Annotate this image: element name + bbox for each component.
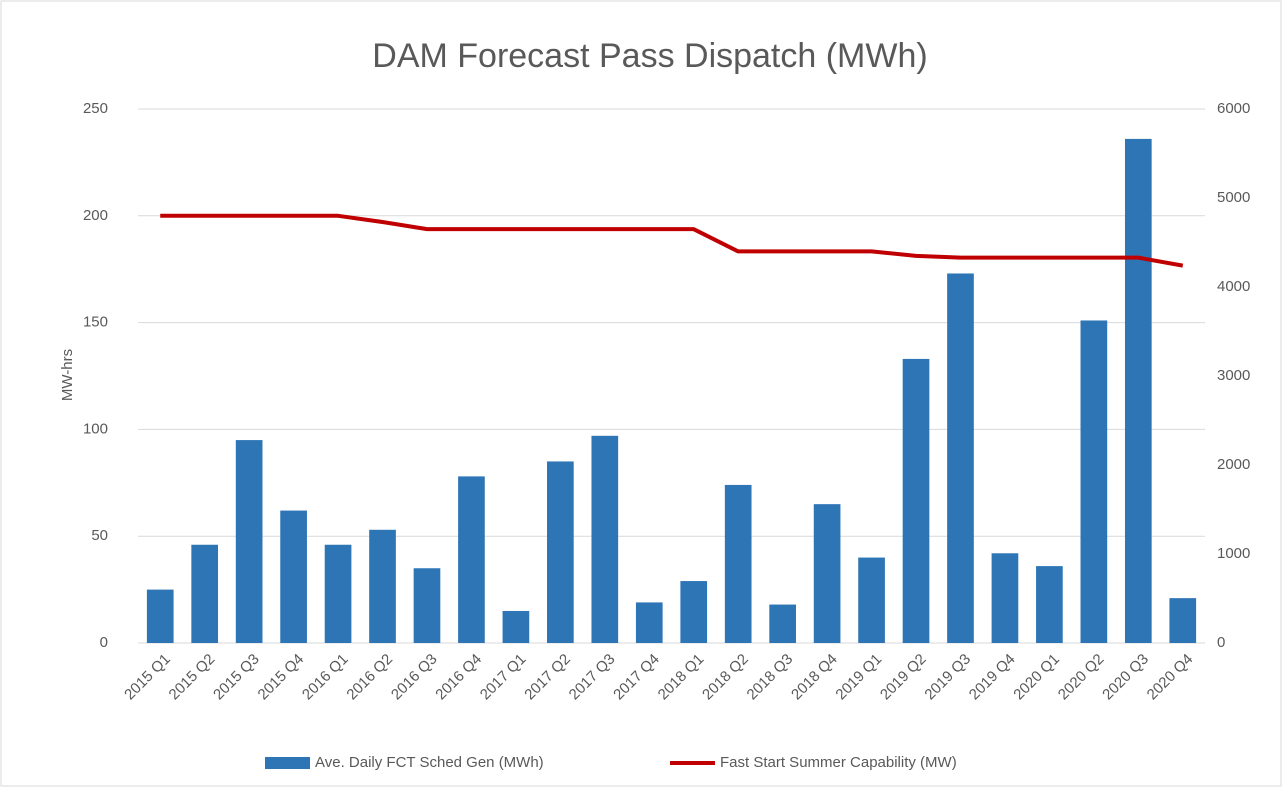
bar (1169, 598, 1197, 643)
chart-title: DAM Forecast Pass Dispatch (MWh) (372, 37, 927, 75)
bar (1036, 566, 1063, 643)
bar (280, 510, 307, 643)
bar (1080, 320, 1108, 643)
bar (635, 602, 663, 643)
legend-label: Ave. Daily FCT Sched Gen (MWh) (315, 754, 544, 771)
bar (724, 484, 752, 643)
y2-tick-label: 0 (1217, 634, 1225, 651)
y-tick-label: 150 (83, 314, 108, 331)
bar (902, 358, 930, 643)
legend-label: Fast Start Summer Capability (MW) (720, 754, 957, 771)
y-tick-label: 250 (83, 100, 108, 117)
y-tick-label: 50 (91, 527, 108, 544)
bar (502, 610, 530, 643)
bar (947, 273, 974, 643)
y-tick-label: 0 (100, 634, 108, 651)
bar (991, 553, 1019, 643)
bar (413, 568, 441, 643)
y-tick-label: 100 (83, 420, 108, 437)
bar (769, 604, 796, 643)
bar (324, 544, 352, 643)
y-tick-label: 200 (83, 207, 108, 224)
y2-tick-label: 2000 (1217, 456, 1250, 473)
bar (591, 435, 619, 643)
legend-swatch (265, 757, 310, 769)
bar (458, 476, 485, 643)
bar (680, 581, 708, 643)
y2-tick-label: 6000 (1217, 100, 1250, 117)
y2-tick-label: 4000 (1217, 278, 1250, 295)
bar (146, 589, 174, 643)
bar (1124, 138, 1152, 644)
y2-tick-label: 1000 (1217, 545, 1250, 562)
bar (369, 529, 396, 643)
bar (235, 440, 263, 643)
bar (547, 461, 574, 643)
y-axis-label: MW-hrs (59, 349, 76, 401)
y2-tick-label: 5000 (1217, 189, 1250, 206)
y2-tick-label: 3000 (1217, 367, 1250, 384)
line (160, 213, 1184, 268)
bar (191, 544, 219, 643)
bar (858, 557, 885, 643)
bar (813, 504, 841, 643)
